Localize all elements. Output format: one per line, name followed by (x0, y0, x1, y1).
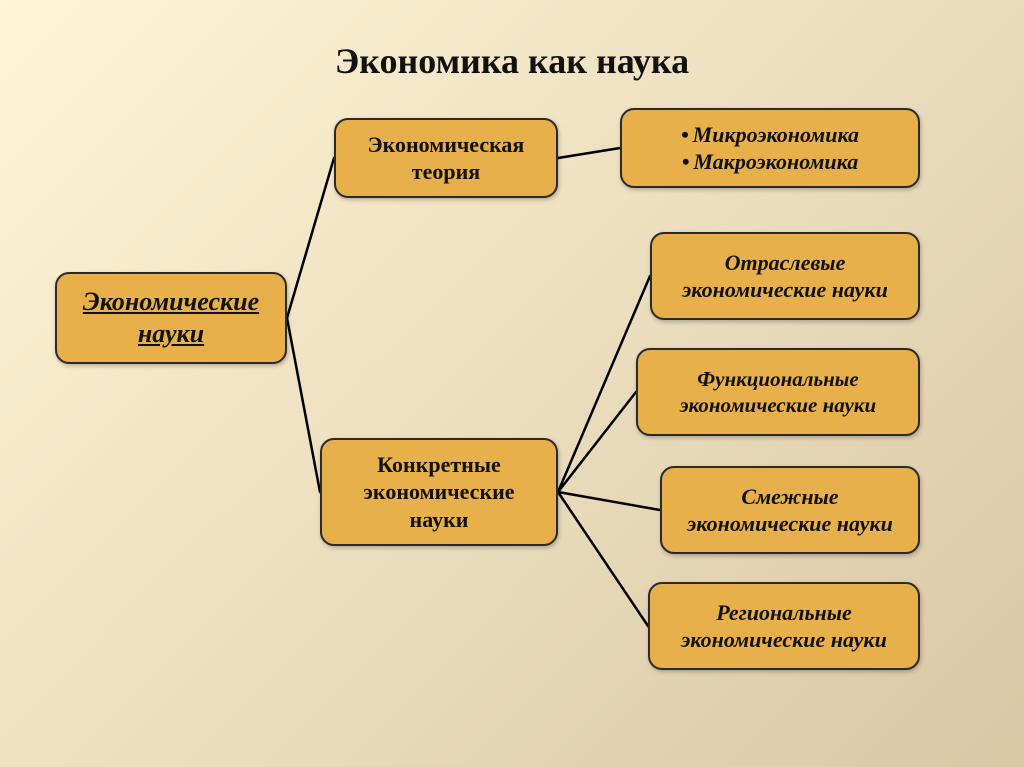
node-regional: Региональные экономические науки (648, 582, 920, 670)
node-root: Экономические науки (55, 272, 287, 364)
node-concrete-label: Конкретные экономические науки (332, 451, 546, 534)
bullet-micro: Микроэкономика (632, 121, 908, 149)
node-concrete: Конкретные экономические науки (320, 438, 558, 546)
node-micro-macro-content: Микроэкономика Макроэкономика (632, 121, 908, 176)
node-functional: Функциональные экономические науки (636, 348, 920, 436)
bullet-macro: Макроэкономика (632, 148, 908, 176)
node-micro-macro: Микроэкономика Макроэкономика (620, 108, 920, 188)
node-regional-label: Региональные экономические науки (660, 599, 908, 654)
node-root-label: Экономические науки (67, 286, 275, 351)
node-adjacent: Смежные экономические науки (660, 466, 920, 554)
node-functional-label: Функциональные экономические науки (648, 366, 908, 419)
node-sectoral-label: Отраслевые экономические науки (662, 249, 908, 304)
slide-title: Экономика как наука (0, 40, 1024, 82)
node-theory: Экономическая теория (334, 118, 558, 198)
node-adjacent-label: Смежные экономические науки (672, 483, 908, 538)
node-theory-label: Экономическая теория (346, 131, 546, 186)
node-sectoral: Отраслевые экономические науки (650, 232, 920, 320)
